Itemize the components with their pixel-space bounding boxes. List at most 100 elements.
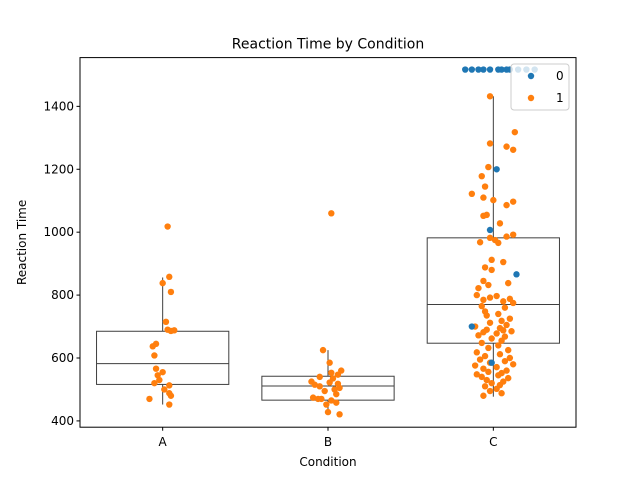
data-point	[478, 339, 485, 347]
data-point	[480, 212, 487, 220]
data-point	[167, 392, 175, 399]
data-point	[473, 291, 480, 299]
data-point	[493, 166, 500, 173]
box-B	[261, 350, 395, 415]
data-point	[506, 315, 514, 322]
data-point	[496, 351, 504, 358]
data-point	[505, 346, 512, 354]
data-point	[162, 318, 170, 326]
data-point	[495, 239, 502, 247]
box-C	[426, 96, 560, 397]
data-point	[509, 198, 517, 205]
data-point	[311, 381, 318, 388]
legend-frame	[510, 63, 570, 111]
data-point	[328, 397, 335, 404]
data-point	[481, 352, 489, 360]
data-point	[468, 190, 476, 198]
strip-points	[146, 66, 538, 418]
data-point	[468, 323, 476, 330]
data-point	[480, 296, 487, 304]
data-point	[493, 363, 500, 371]
data-point	[486, 234, 494, 242]
data-point	[480, 365, 487, 372]
data-point	[336, 411, 343, 418]
data-point	[495, 66, 502, 73]
data-point	[508, 328, 515, 335]
data-point	[500, 327, 507, 334]
data-point	[506, 354, 514, 362]
data-point	[328, 369, 335, 376]
data-point	[498, 317, 505, 325]
y-tick-label: 600	[51, 351, 74, 365]
data-point	[480, 392, 487, 399]
data-point	[316, 373, 323, 381]
data-point	[151, 379, 158, 387]
legend-label: 1	[556, 91, 564, 105]
legend-marker	[527, 94, 535, 102]
data-point	[324, 408, 332, 416]
data-point	[498, 337, 505, 344]
data-point	[483, 376, 490, 384]
data-point	[485, 368, 492, 376]
data-point	[156, 376, 163, 384]
data-point	[503, 321, 510, 329]
data-point	[480, 329, 487, 336]
x-tick-label: B	[324, 435, 332, 449]
data-point	[505, 279, 512, 287]
data-point	[501, 304, 509, 311]
data-point	[505, 374, 512, 382]
data-point	[167, 288, 175, 296]
data-point	[146, 395, 153, 403]
data-point	[509, 299, 517, 307]
data-point	[152, 365, 160, 372]
data-point	[485, 344, 492, 352]
data-point	[485, 163, 492, 171]
data-point	[498, 390, 505, 397]
data-point	[471, 362, 479, 369]
data-point	[493, 292, 500, 300]
data-point	[475, 284, 482, 292]
y-tick-label: 1400	[43, 99, 74, 113]
data-point	[326, 359, 333, 366]
data-point	[309, 394, 317, 401]
data-point	[488, 379, 495, 387]
data-point	[476, 356, 484, 363]
data-point	[495, 310, 502, 318]
data-point	[336, 384, 343, 392]
data-point	[490, 196, 497, 204]
data-point	[328, 210, 335, 217]
data-point	[478, 302, 485, 310]
data-point	[480, 277, 487, 285]
data-point	[486, 140, 494, 147]
data-point	[496, 220, 504, 227]
data-point	[316, 383, 323, 390]
data-point	[485, 281, 492, 289]
chart-title: Reaction Time by Condition	[232, 37, 424, 53]
y-axis: 400 600 800 1000 1200 1400	[43, 99, 80, 428]
data-point	[333, 390, 340, 398]
data-point	[473, 349, 480, 356]
data-point	[486, 387, 494, 395]
data-point	[167, 327, 175, 335]
data-point	[481, 264, 489, 271]
data-point	[468, 66, 476, 73]
legend-marker	[527, 72, 535, 80]
data-point	[334, 371, 342, 378]
data-point	[462, 66, 469, 73]
data-point	[326, 379, 333, 386]
data-point	[503, 233, 510, 240]
data-point	[473, 371, 480, 378]
data-point	[493, 330, 500, 337]
legend: 01	[510, 63, 570, 111]
x-tick-label: C	[489, 435, 497, 449]
y-tick-label: 800	[51, 288, 74, 302]
data-point	[486, 226, 494, 234]
x-axis: A B C	[159, 427, 498, 449]
y-axis-label: Reaction Time	[15, 200, 29, 285]
data-point	[323, 401, 330, 408]
data-point	[503, 143, 510, 150]
data-point	[475, 332, 482, 339]
box-body	[96, 330, 230, 385]
data-point	[495, 342, 502, 349]
data-point	[495, 372, 502, 379]
